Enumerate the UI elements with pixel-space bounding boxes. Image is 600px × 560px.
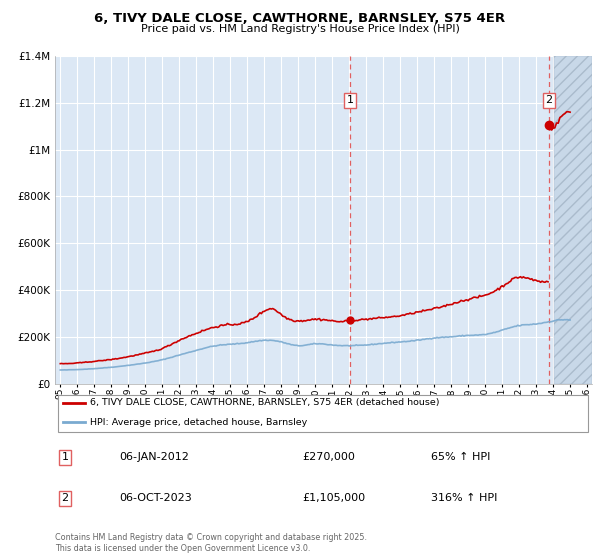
Text: 06-OCT-2023: 06-OCT-2023: [119, 493, 193, 503]
Text: 2: 2: [61, 493, 68, 503]
Text: 6, TIVY DALE CLOSE, CAWTHORNE, BARNSLEY, S75 4ER: 6, TIVY DALE CLOSE, CAWTHORNE, BARNSLEY,…: [94, 12, 506, 25]
Text: £270,000: £270,000: [302, 452, 355, 463]
Bar: [554, 56, 592, 384]
Text: 06-JAN-2012: 06-JAN-2012: [119, 452, 190, 463]
Text: 65% ↑ HPI: 65% ↑ HPI: [431, 452, 490, 463]
Text: HPI: Average price, detached house, Barnsley: HPI: Average price, detached house, Barn…: [90, 418, 307, 427]
Text: £1,105,000: £1,105,000: [302, 493, 365, 503]
Text: Contains HM Land Registry data © Crown copyright and database right 2025.
This d: Contains HM Land Registry data © Crown c…: [55, 533, 367, 553]
Text: 6, TIVY DALE CLOSE, CAWTHORNE, BARNSLEY, S75 4ER (detached house): 6, TIVY DALE CLOSE, CAWTHORNE, BARNSLEY,…: [90, 398, 440, 407]
Text: Price paid vs. HM Land Registry's House Price Index (HPI): Price paid vs. HM Land Registry's House …: [140, 24, 460, 34]
FancyBboxPatch shape: [58, 395, 589, 432]
Text: 1: 1: [346, 95, 353, 105]
Text: 316% ↑ HPI: 316% ↑ HPI: [431, 493, 497, 503]
Text: 1: 1: [61, 452, 68, 463]
Text: 2: 2: [545, 95, 553, 105]
